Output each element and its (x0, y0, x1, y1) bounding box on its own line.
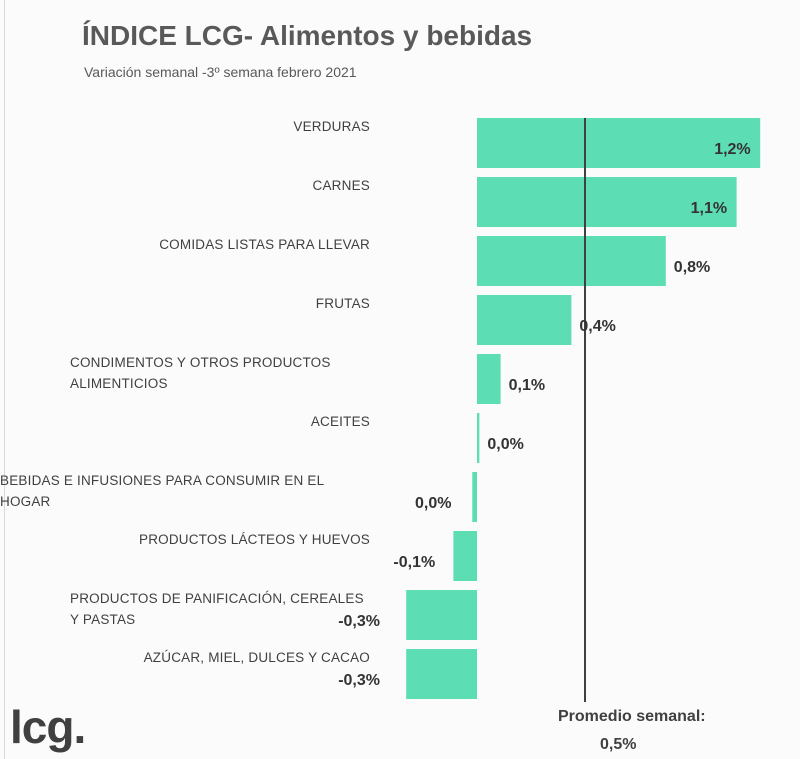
category-label-6: BEBIDAS E INFUSIONES PARA CONSUMIR EN EL… (0, 473, 324, 509)
chart-title: ÍNDICE LCG- Alimentos y bebidas (82, 20, 533, 51)
category-label-7: PRODUCTOS LÁCTEOS Y HUEVOS (138, 532, 370, 547)
average-value: 0,5% (600, 736, 637, 753)
category-label-9: AZÚCAR, MIEL, DULCES Y CACAO (143, 650, 370, 665)
left-border-rule (4, 0, 5, 759)
category-label-5: ACEITES (310, 414, 370, 429)
bar-8 (406, 590, 477, 640)
bar-0 (477, 118, 761, 168)
value-label-6: 0,0% (415, 495, 452, 512)
bar-1 (477, 177, 737, 227)
value-label-7: -0,1% (393, 554, 436, 571)
bar-3 (477, 295, 572, 345)
category-label-8: PRODUCTOS DE PANIFICACIÓN, CEREALES Y PA… (70, 591, 364, 627)
average-label: Promedio semanal: (558, 708, 706, 725)
bar-9 (406, 649, 477, 699)
category-label-3: FRUTAS (315, 296, 370, 311)
value-label-5: 0,0% (487, 436, 524, 453)
value-label-2: 0,8% (673, 259, 711, 276)
bar-6 (472, 472, 477, 522)
bar-5 (477, 413, 480, 463)
value-label-3: 0,4% (579, 318, 616, 335)
category-label-0: VERDURAS (293, 119, 370, 134)
value-label-1: 1,1% (690, 200, 728, 217)
value-label-0: 1,2% (714, 141, 751, 158)
lcg-logo: lcg. (10, 701, 86, 753)
category-label-1: CARNES (312, 178, 370, 193)
value-label-8: -0,3% (338, 613, 380, 630)
bar-4 (477, 354, 501, 404)
category-label-2: COMIDAS LISTAS PARA LLEVAR (159, 237, 370, 252)
value-label-4: 0,1% (508, 377, 546, 394)
bar-7 (453, 531, 477, 581)
bar-2 (477, 236, 666, 286)
chart-subtitle: Variación semanal -3º semana febrero 202… (84, 64, 357, 80)
value-label-9: -0,3% (338, 672, 380, 689)
category-label-4: CONDIMENTOS Y OTROS PRODUCTOS ALIMENTICI… (70, 355, 331, 391)
